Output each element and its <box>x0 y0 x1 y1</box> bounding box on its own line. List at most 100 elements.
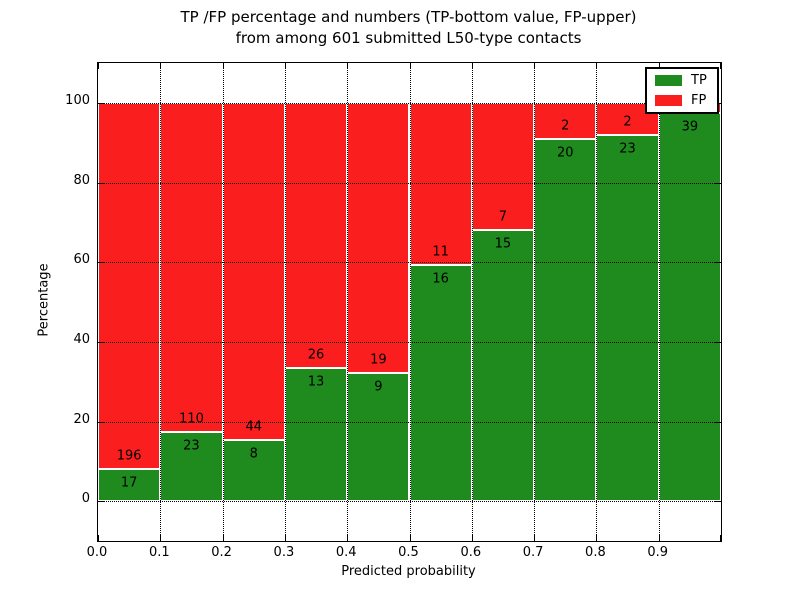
plot-area: 196171102344826131991116715220223139 TPF… <box>97 62 722 542</box>
y-tick-label: 0 <box>81 491 90 507</box>
horizontal-gridline <box>98 102 721 104</box>
tp-bar-segment <box>98 469 161 502</box>
fp-bar-segment <box>409 102 472 266</box>
legend: TP FP <box>645 67 719 114</box>
x-axis-tick <box>222 535 224 541</box>
x-tick-label: 0.2 <box>211 545 232 560</box>
vertical-gridline <box>284 63 286 541</box>
vertical-gridline <box>160 63 162 541</box>
bar-labels-layer: 196171102344826131991116715220223139 <box>98 63 721 541</box>
bars-layer <box>98 63 721 541</box>
y-tick-label: 80 <box>73 172 90 188</box>
y-axis-tick-right <box>715 262 721 264</box>
x-tick-label: 0.5 <box>398 545 419 560</box>
x-tick-label: 0.9 <box>647 545 669 560</box>
y-axis-label: Percentage <box>36 263 52 337</box>
horizontal-gridline <box>98 501 721 503</box>
fp-count-label: 2 <box>561 118 570 134</box>
x-tick-label: 0.3 <box>273 545 295 560</box>
horizontal-gridline <box>98 341 721 343</box>
y-axis-tick-right <box>715 421 721 423</box>
tp-count-label: 9 <box>374 379 383 395</box>
vertical-gridline <box>347 63 349 541</box>
x-axis-tick <box>160 535 162 541</box>
chart-title-line2: from among 601 submitted L50-type contac… <box>235 29 582 47</box>
y-axis-tick <box>98 421 104 423</box>
horizontal-gridline <box>98 421 721 423</box>
y-axis-tick <box>98 102 104 104</box>
x-tick-label: 0.0 <box>86 545 108 560</box>
y-axis-tick-right <box>715 501 721 503</box>
x-axis-tick-top <box>720 63 721 69</box>
fp-count-label: 19 <box>370 352 387 368</box>
vertical-gridline <box>409 63 411 541</box>
y-axis-tick <box>98 262 104 264</box>
horizontal-gridline <box>98 182 721 184</box>
tp-count-label: 23 <box>183 438 200 454</box>
tp-bar-segment <box>658 112 721 502</box>
vertical-gridline <box>471 63 473 541</box>
x-axis-tick <box>284 535 286 541</box>
fp-bar-segment <box>222 102 285 440</box>
x-axis-tick-top <box>98 63 99 69</box>
legend-label: TP <box>691 73 707 88</box>
tp-count-label: 17 <box>120 475 138 491</box>
y-tick-label: 60 <box>73 252 90 268</box>
y-axis-tick <box>98 341 104 343</box>
x-axis-tick <box>534 535 536 541</box>
legend-label: FP <box>691 93 707 108</box>
tp-count-label: 39 <box>681 119 699 135</box>
x-tick-label: 0.7 <box>522 545 544 560</box>
x-axis-tick <box>471 535 473 541</box>
y-tick-label: 20 <box>73 411 90 427</box>
y-axis-tick-right <box>715 182 721 184</box>
grid-layer <box>98 63 721 541</box>
x-axis-tick-top <box>222 63 224 69</box>
x-axis-tick-top <box>596 63 598 69</box>
tp-bar-segment <box>596 134 659 502</box>
x-axis-tick-top <box>160 63 162 69</box>
fp-count-label: 44 <box>245 419 263 435</box>
vertical-gridline <box>596 63 598 541</box>
y-axis-tick <box>98 501 104 503</box>
x-axis-tick <box>347 535 349 541</box>
chart-title-line1: TP /FP percentage and numbers (TP-bottom… <box>180 8 637 26</box>
vertical-gridline <box>222 63 224 541</box>
y-axis-tick <box>98 182 104 184</box>
fp-bar-segment <box>284 102 348 369</box>
x-axis-tick <box>720 535 721 541</box>
x-axis-tick <box>596 535 598 541</box>
chart-title: TP /FP percentage and numbers (TP-bottom… <box>97 7 720 49</box>
x-axis-label: Predicted probability <box>341 564 476 579</box>
tp-count-label: 8 <box>249 446 258 462</box>
x-axis-tick-top <box>471 63 473 69</box>
x-tick-label: 0.6 <box>460 545 482 560</box>
x-tick-label: 0.4 <box>335 545 357 560</box>
fp-bar-segment <box>471 102 535 230</box>
fp-count-label: 2 <box>623 114 632 130</box>
fp-bar-segment <box>98 102 161 470</box>
y-tick-label: 40 <box>73 331 90 347</box>
tp-count-label: 16 <box>432 271 449 287</box>
tp-count-label: 23 <box>619 141 636 157</box>
tp-count-label: 20 <box>556 145 574 161</box>
tp-count-label: 13 <box>307 374 325 390</box>
fp-legend-swatch <box>655 95 682 106</box>
fp-count-label: 110 <box>179 411 204 427</box>
x-axis-tick-top <box>658 63 660 69</box>
y-tick-label: 100 <box>65 92 90 108</box>
tp-bar-segment <box>409 265 472 502</box>
vertical-gridline <box>534 63 536 541</box>
fp-count-label: 11 <box>432 244 449 260</box>
x-axis-tick-top <box>409 63 411 69</box>
x-axis-tick <box>658 535 660 541</box>
x-tick-label: 0.8 <box>585 545 606 560</box>
ticks-layer <box>98 63 721 541</box>
tp-legend-swatch <box>655 75 682 86</box>
x-axis-tick <box>98 535 99 541</box>
x-axis-tick-top <box>534 63 536 69</box>
horizontal-gridline <box>98 262 721 264</box>
x-axis-tick-top <box>347 63 349 69</box>
